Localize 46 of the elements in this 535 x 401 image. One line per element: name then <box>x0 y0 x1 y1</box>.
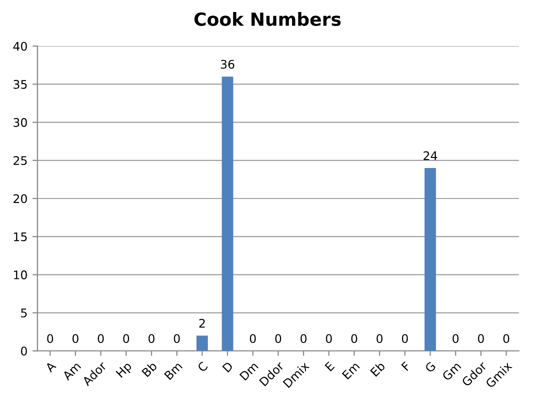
y-tick-label: 30 <box>14 118 27 127</box>
x-tick-label: Bb <box>141 361 158 378</box>
data-label: 0 <box>275 334 282 344</box>
x-tick-label: Am <box>62 362 82 381</box>
bar <box>424 168 436 351</box>
x-tick-label: F <box>401 361 411 371</box>
x-tick-label: Em <box>342 362 360 380</box>
data-label: 0 <box>174 334 180 344</box>
data-label: 0 <box>250 334 256 344</box>
y-tick-label: 35 <box>14 80 27 89</box>
x-tick-label: C <box>196 361 208 372</box>
x-tick-label: E <box>324 361 335 372</box>
bar <box>222 76 234 351</box>
data-label: 0 <box>478 334 484 344</box>
data-label: 36 <box>220 60 234 69</box>
bar <box>196 336 208 351</box>
y-tick-label: 20 <box>14 194 27 204</box>
data-label: 0 <box>148 334 154 344</box>
x-tick-label: Bm <box>164 362 182 380</box>
data-label: 0 <box>47 334 54 344</box>
data-label: 0 <box>300 334 307 344</box>
x-tick-label: Eb <box>370 361 386 377</box>
y-tick-label: 15 <box>14 232 27 242</box>
data-label: 0 <box>402 334 408 344</box>
data-label: 0 <box>503 334 510 344</box>
chart-title: Cook Numbers <box>194 12 341 26</box>
data-label: 0 <box>326 334 332 344</box>
data-label: 0 <box>452 334 459 344</box>
y-tick-label: 40 <box>13 42 27 51</box>
x-tick-label: Hp <box>116 361 134 380</box>
x-tick-label: A <box>44 360 56 373</box>
data-label: 2 <box>199 318 205 328</box>
y-tick-label: 10 <box>14 270 27 280</box>
x-tick-label: Dm <box>239 362 258 381</box>
data-label: 24 <box>424 151 438 160</box>
data-label: 0 <box>98 334 104 344</box>
data-label: 0 <box>376 334 383 344</box>
data-label: 0 <box>123 334 130 344</box>
x-tick-label: G <box>424 361 436 374</box>
y-tick-label: 0 <box>20 346 27 356</box>
x-tick-label: Gm <box>442 361 462 382</box>
data-label: 0 <box>72 334 78 344</box>
data-label: 0 <box>351 334 358 344</box>
y-tick-label: 25 <box>14 156 27 166</box>
x-tick-label: D <box>222 361 234 373</box>
y-tick-label: 5 <box>21 308 27 318</box>
